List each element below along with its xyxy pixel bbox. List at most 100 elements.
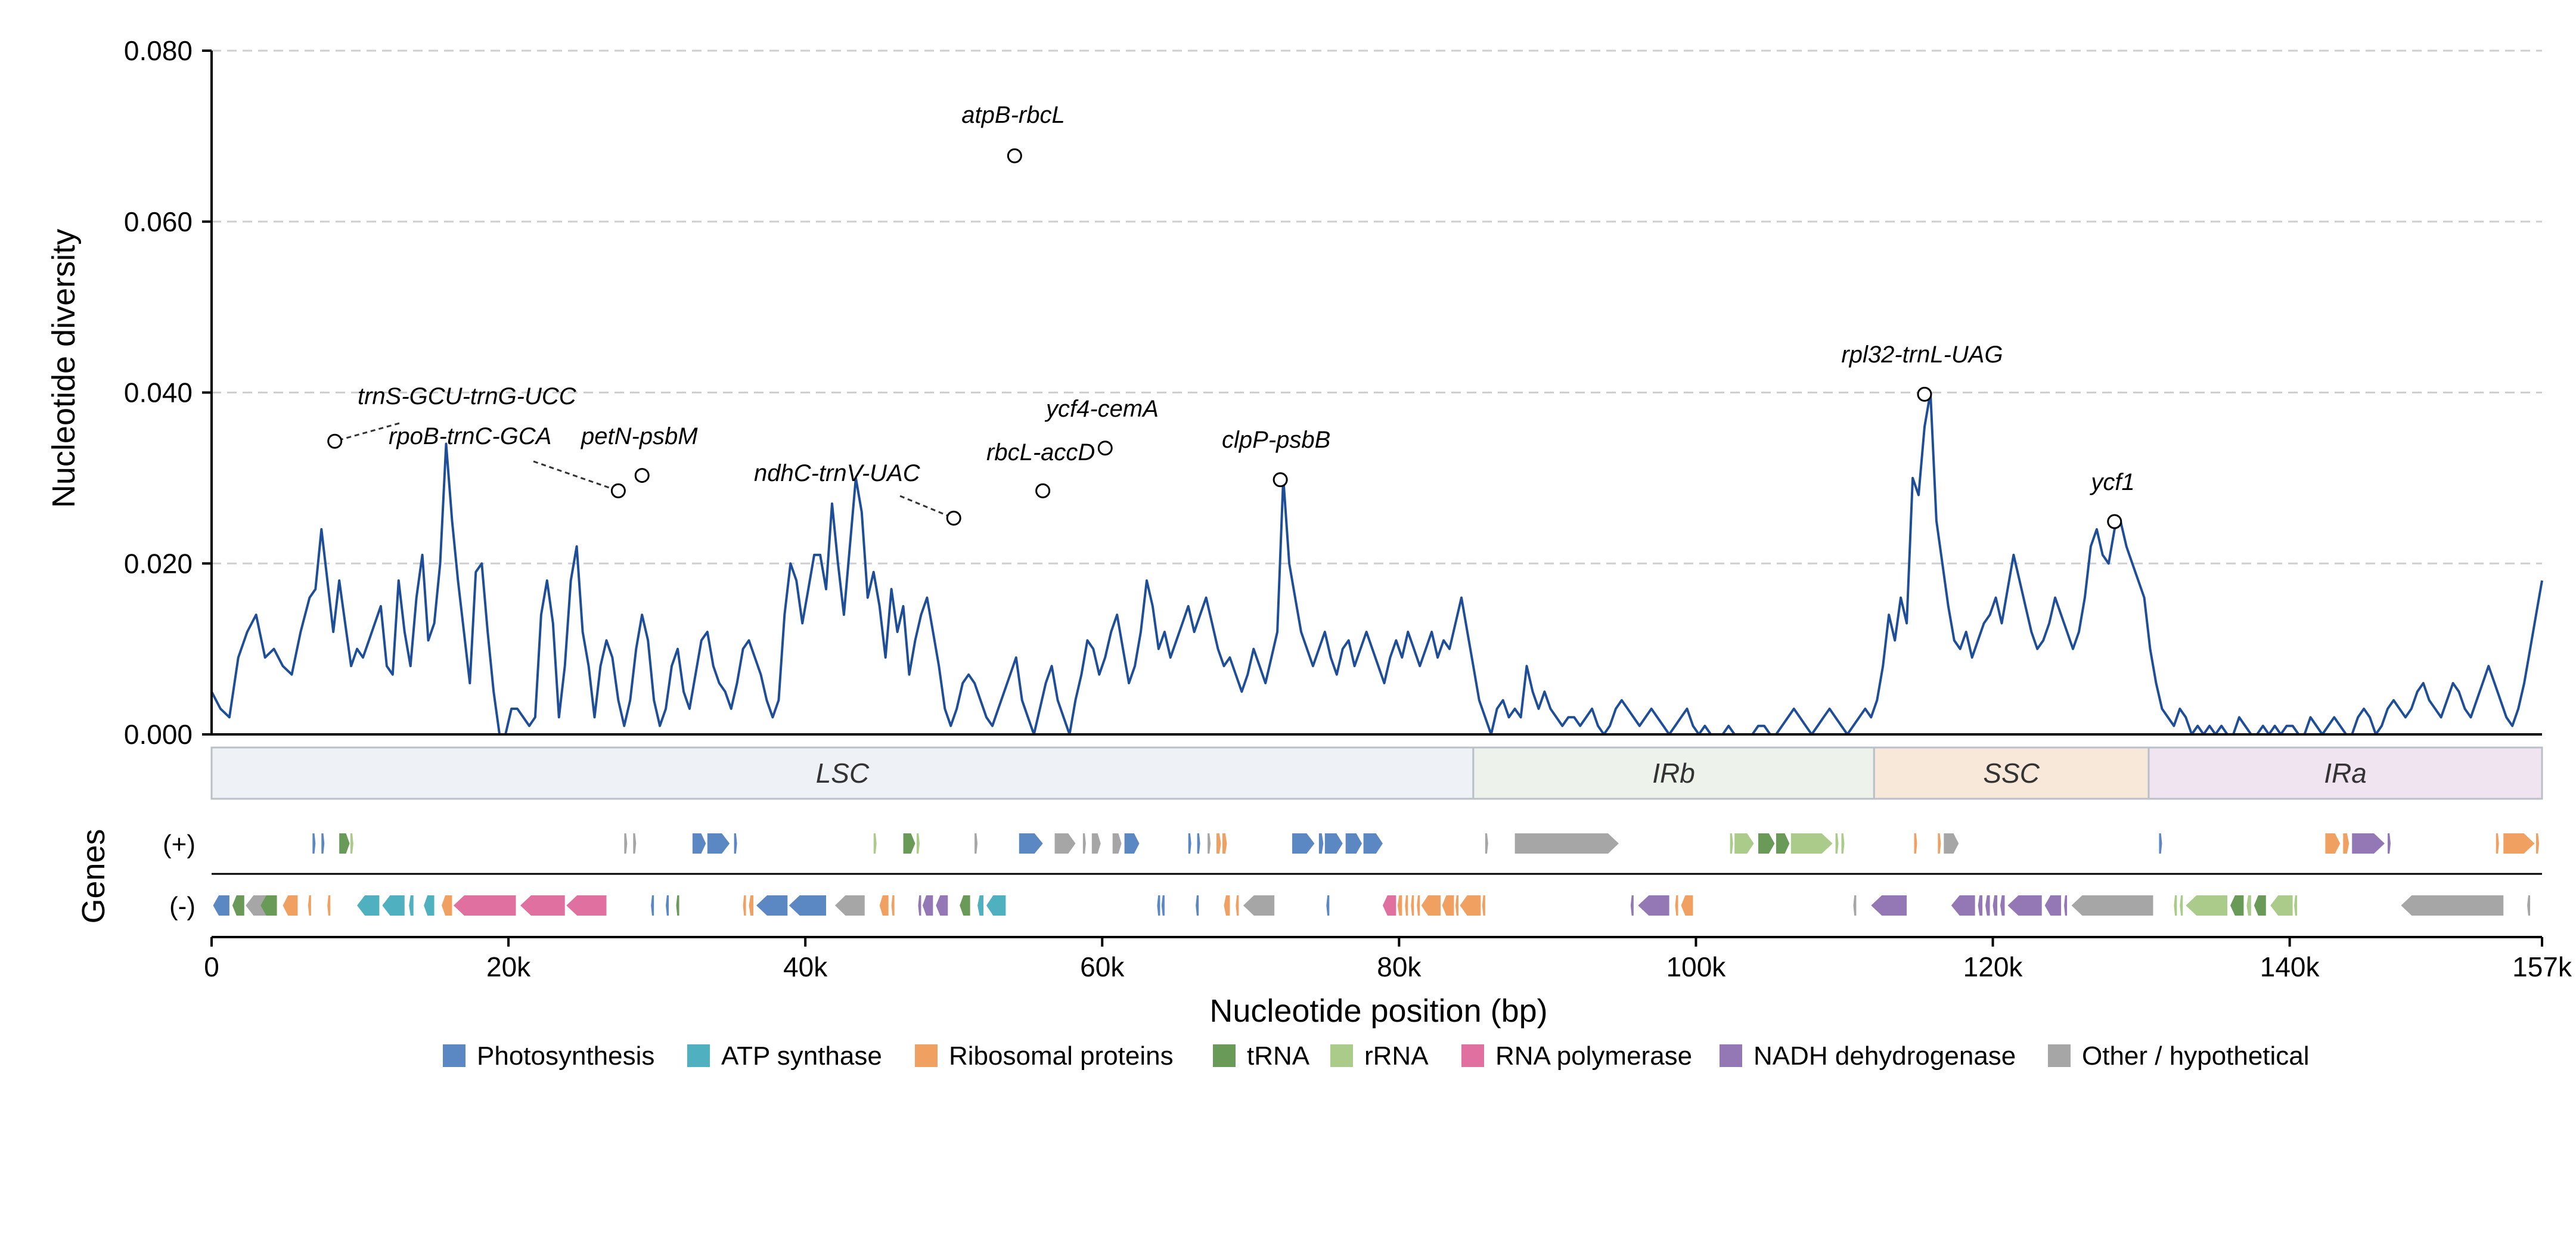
gene-block: [1382, 895, 1396, 916]
y-tick-label: 0.060: [124, 206, 193, 237]
peak-label: trnS-GCU-trnG-UCC: [358, 383, 577, 410]
gene-block: [2174, 895, 2177, 916]
gene-block: [1730, 833, 1733, 854]
gene-block: [974, 833, 978, 854]
legend-swatch-photo: [443, 1044, 465, 1067]
gene-block: [891, 895, 895, 916]
gene-block: [1992, 895, 1998, 916]
peak-marker: [946, 510, 961, 526]
peak-label: rpl32-trnL-UAG: [1841, 342, 2003, 368]
x-tick-label: 0: [204, 951, 219, 982]
gene-block: [2230, 895, 2244, 916]
gene-block: [2000, 895, 2005, 916]
gene-block: [2246, 895, 2251, 916]
y-axis-title: Nucleotide diversity: [46, 229, 82, 508]
x-tick-label: 100k: [1666, 951, 1727, 982]
peak-label: clpP-psbB: [1222, 427, 1330, 453]
gene-block: [1485, 833, 1488, 854]
gene-block: [1197, 833, 1200, 854]
gene-block: [1091, 833, 1101, 854]
gene-block: [1985, 895, 1990, 916]
region-ira: [2147, 746, 2543, 800]
gene-block: [1324, 833, 1343, 854]
gene-block: [1638, 895, 1669, 916]
gene-block: [977, 895, 984, 916]
grid-lines: [212, 49, 2542, 565]
peak-marker: [1917, 386, 1932, 402]
gene-block: [1460, 895, 1481, 916]
peak-annotations: trnS-GCU-trnG-UCC rpoB-trnC-GCA petN-psbM n…: [327, 102, 2135, 529]
gene-block: [922, 895, 933, 916]
gene-block: [903, 833, 915, 854]
gene-block: [382, 895, 405, 916]
legend-label-rnapol: RNA polymerase: [1495, 1041, 1692, 1071]
gene-block: [1112, 833, 1122, 854]
gene-block: [1871, 895, 1907, 916]
legend-swatch-rnapol: [1461, 1044, 1484, 1067]
gene-block: [789, 895, 827, 916]
gene-block: [749, 895, 754, 916]
gene-block: [960, 895, 970, 916]
peak-marker: [1273, 472, 1288, 488]
gene-block: [246, 895, 268, 916]
gene-block: [692, 833, 706, 854]
gene-block: [1853, 895, 1857, 916]
gene-block: [1758, 833, 1775, 854]
y-axis-ticks: 0.000 0.020 0.040 0.060 0.080: [124, 35, 212, 750]
gene-block: [1790, 833, 1833, 854]
gene-block: [232, 895, 244, 916]
gene-block: [1326, 895, 1330, 916]
gene-block: [1196, 895, 1199, 916]
gene-block: [1363, 833, 1383, 854]
region-label: IRb: [1652, 758, 1695, 789]
gene-block: [734, 833, 737, 854]
gene-block: [1944, 833, 1959, 854]
gene-block: [2064, 895, 2068, 916]
gene-block: [2503, 833, 2535, 854]
gene-block: [1734, 833, 1754, 854]
legend-label-ndh: NADH dehydrogenase: [1753, 1041, 2016, 1071]
gene-block: [1345, 833, 1363, 854]
peak-label: rbcL-accD: [986, 439, 1095, 466]
gene-block: [350, 833, 353, 854]
gene-block: [1161, 895, 1165, 916]
legend-label-rrna: rRNA: [1364, 1041, 1429, 1071]
peak-leader-line: [899, 495, 954, 519]
gene-block: [1442, 895, 1454, 916]
region-label: LSC: [816, 758, 870, 789]
gene-block: [2536, 833, 2540, 854]
region-lsc: [210, 746, 1475, 800]
gene-block: [2387, 833, 2391, 854]
gene-block: [1938, 833, 1941, 854]
gene-block: [2007, 895, 2042, 916]
gene-block: [321, 833, 325, 854]
gene-block: [624, 833, 628, 854]
strand-label-plus: (+): [163, 830, 195, 859]
gene-block: [986, 895, 1006, 916]
peak-marker: [1007, 148, 1022, 163]
gene-block: [1411, 895, 1414, 916]
gene-block: [2159, 833, 2162, 854]
peak-marker: [1097, 441, 1113, 456]
gene-block: [2186, 895, 2228, 916]
gene-block: [756, 895, 788, 916]
gene-block: [1157, 895, 1160, 916]
legend-swatch-atp: [687, 1044, 710, 1067]
gene-block: [1124, 833, 1140, 854]
genes-track-title: Genes: [76, 829, 111, 923]
gene-block: [453, 895, 516, 916]
y-tick-label: 0.000: [124, 719, 193, 750]
gene-block: [918, 895, 921, 916]
gene-block: [1243, 895, 1275, 916]
gene-block: [2294, 895, 2298, 916]
gene-block: [260, 895, 277, 916]
gene-block: [916, 833, 920, 854]
gene-block: [1776, 833, 1790, 854]
gene-block: [1292, 833, 1315, 854]
x-tick-label: 80k: [1377, 951, 1422, 982]
gene-block: [633, 833, 637, 854]
x-tick-label: 140k: [2260, 951, 2320, 982]
legend-swatch-other: [2048, 1044, 2071, 1067]
legend: Photosynthesis ATP synthase Ribosomal prot…: [443, 1041, 2310, 1071]
gene-block: [1397, 895, 1402, 916]
